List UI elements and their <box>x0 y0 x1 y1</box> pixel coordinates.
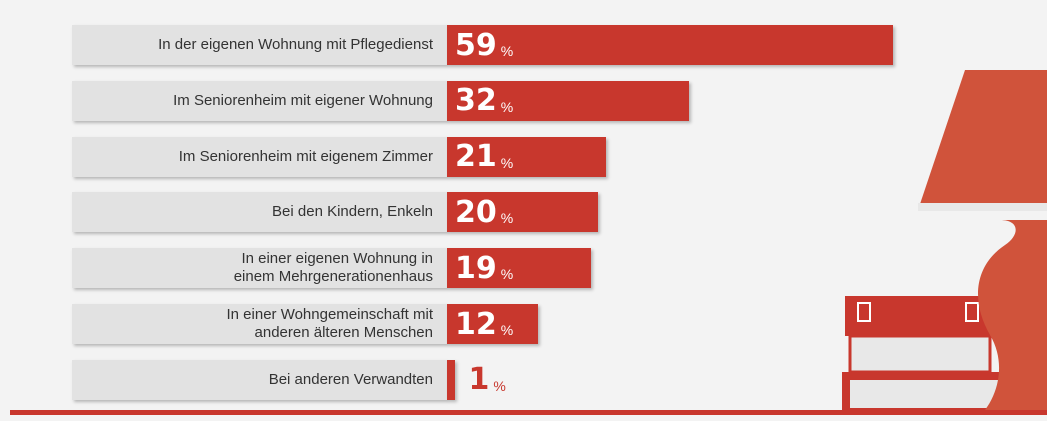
value-unit: % <box>501 266 513 282</box>
bar <box>447 25 893 65</box>
book-pages <box>850 380 1000 408</box>
category-label: Im Seniorenheim mit eigenem Zimmer <box>179 148 433 166</box>
value-unit: % <box>501 155 513 171</box>
category-label: In der eigenen Wohnung mit Pflegedienst <box>158 36 433 54</box>
category-box: In einer eigenen Wohnung in einem Mehrge… <box>72 248 447 288</box>
category-label: Im Seniorenheim mit eigener Wohnung <box>173 92 433 110</box>
infographic: In der eigenen Wohnung mit Pflegedienst 5… <box>0 0 1047 421</box>
book-pages <box>850 336 990 372</box>
value-label-group: 12% <box>455 304 513 344</box>
bar <box>447 360 455 400</box>
category-label: In einer eigenen Wohnung in einem Mehrge… <box>234 250 433 286</box>
value-unit: % <box>501 43 513 59</box>
value-label-group: 21% <box>455 137 513 177</box>
value-label: 1 <box>469 362 490 397</box>
category-box: In der eigenen Wohnung mit Pflegedienst <box>72 25 447 65</box>
value-label-group: 59% <box>455 25 513 65</box>
value-label: 32 <box>455 83 497 118</box>
category-box: Im Seniorenheim mit eigener Wohnung <box>72 81 447 121</box>
value-unit: % <box>493 378 505 394</box>
value-label-group: 20% <box>455 192 513 232</box>
category-box: Bei den Kindern, Enkeln <box>72 192 447 232</box>
category-box: Im Seniorenheim mit eigenem Zimmer <box>72 137 447 177</box>
value-unit: % <box>501 210 513 226</box>
value-unit: % <box>501 322 513 338</box>
baseline <box>10 410 1047 415</box>
lampshade-trim <box>918 203 1047 211</box>
value-label: 21 <box>455 139 497 174</box>
category-label: Bei den Kindern, Enkeln <box>272 203 433 221</box>
value-label-group: 32% <box>455 81 513 121</box>
category-label: Bei anderen Verwandten <box>269 371 433 389</box>
value-label-group: 1% <box>469 360 506 400</box>
lampshade <box>918 70 1047 210</box>
value-label: 19 <box>455 251 497 286</box>
value-label: 20 <box>455 195 497 230</box>
category-box: Bei anderen Verwandten <box>72 360 447 400</box>
category-label: In einer Wohngemeinschaft mit anderen äl… <box>227 306 434 342</box>
value-label: 12 <box>455 307 497 342</box>
value-label-group: 19% <box>455 248 513 288</box>
value-unit: % <box>501 99 513 115</box>
category-box: In einer Wohngemeinschaft mit anderen äl… <box>72 304 447 344</box>
value-label: 59 <box>455 28 497 63</box>
